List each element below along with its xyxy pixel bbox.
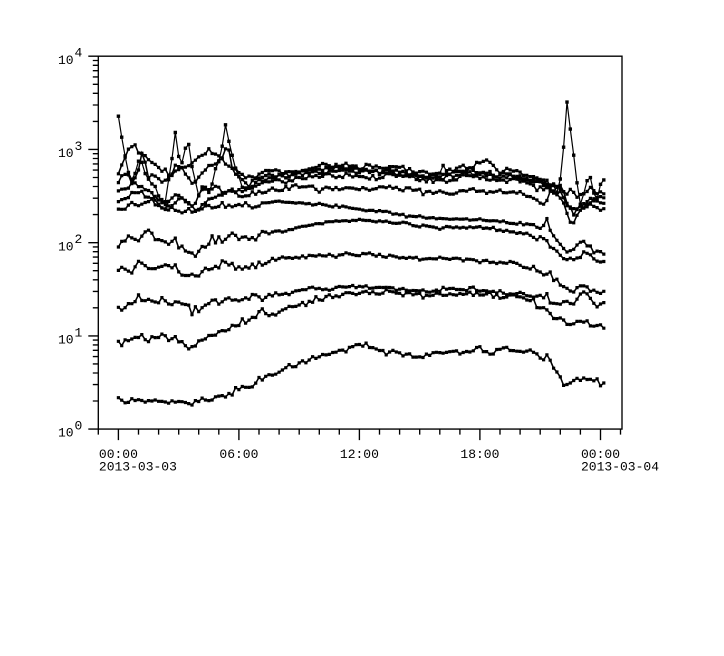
svg-text:10: 10 xyxy=(58,426,74,441)
svg-text:10: 10 xyxy=(58,53,74,68)
svg-text:10: 10 xyxy=(58,333,74,348)
svg-text:00:00: 00:00 xyxy=(99,447,138,462)
svg-text:10: 10 xyxy=(58,146,74,161)
svg-text:3: 3 xyxy=(75,139,83,154)
svg-text:1: 1 xyxy=(75,325,83,340)
svg-text:12:00: 12:00 xyxy=(340,447,379,462)
svg-text:2: 2 xyxy=(75,232,83,247)
svg-text:2013-03-04: 2013-03-04 xyxy=(581,460,659,475)
svg-text:00:00: 00:00 xyxy=(581,447,620,462)
svg-text:18:00: 18:00 xyxy=(460,447,499,462)
svg-text:0: 0 xyxy=(75,419,83,434)
svg-text:4: 4 xyxy=(75,46,83,61)
svg-text:10: 10 xyxy=(58,239,74,254)
svg-text:06:00: 06:00 xyxy=(219,447,258,462)
svg-text:2013-03-03: 2013-03-03 xyxy=(99,460,177,475)
